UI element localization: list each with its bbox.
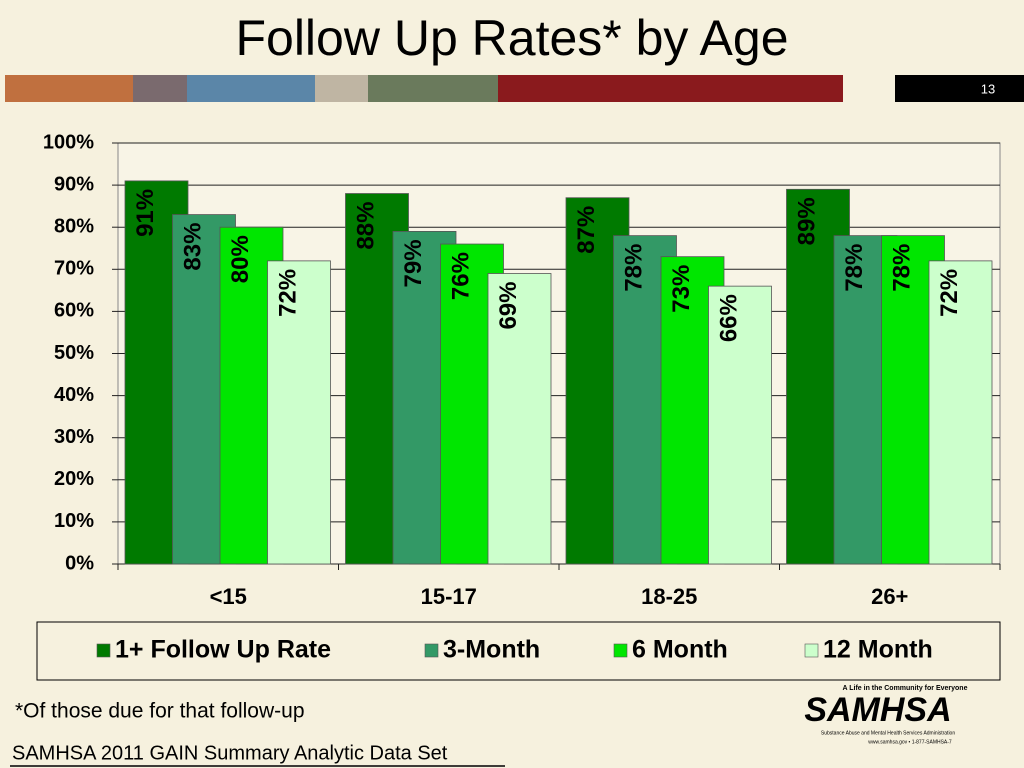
bar bbox=[928, 260, 993, 565]
value-label: 79% bbox=[400, 239, 427, 287]
legend-label: 6 Month bbox=[632, 636, 728, 664]
y-tick-label: 30% bbox=[54, 426, 94, 448]
value-label: 78% bbox=[888, 244, 915, 292]
y-tick-label: 40% bbox=[54, 384, 94, 406]
strip-segment bbox=[368, 75, 498, 102]
y-tick-label: 100% bbox=[43, 131, 94, 153]
legend-label: 1+ Follow Up Rate bbox=[115, 636, 331, 664]
y-tick-label: 50% bbox=[54, 342, 94, 364]
legend-label: 3-Month bbox=[443, 636, 540, 664]
value-label: 66% bbox=[715, 294, 742, 342]
y-tick-label: 70% bbox=[54, 258, 94, 280]
slide-title: Follow Up Rates* by Age bbox=[235, 10, 788, 66]
strip-segment bbox=[133, 75, 187, 102]
x-tick-label: 18-25 bbox=[641, 584, 697, 609]
strip-segment bbox=[498, 75, 843, 102]
value-label: 91% bbox=[132, 189, 159, 237]
logo-name: SAMHSA bbox=[804, 691, 951, 729]
strip-segment bbox=[895, 75, 1024, 102]
x-tick-label: 15-17 bbox=[421, 584, 477, 609]
bar bbox=[708, 285, 772, 565]
logo-tagline: A Life in the Community for Everyone bbox=[843, 685, 968, 692]
legend-box bbox=[36, 621, 1001, 681]
value-label: 83% bbox=[179, 223, 206, 271]
chart: 0% 10% 20% 30% 40% 50% 60% 70% 80% 90% 100% <15 91% 8… bbox=[43, 131, 1001, 664]
bar bbox=[487, 273, 552, 565]
logo-agency: Substance Abuse and Mental Health Servic… bbox=[821, 730, 955, 736]
bar bbox=[267, 260, 331, 565]
color-strip bbox=[5, 75, 1024, 102]
value-label: 89% bbox=[793, 197, 820, 245]
value-label: 80% bbox=[227, 235, 254, 283]
footnote: *Of those due for that follow-up bbox=[15, 700, 305, 723]
value-label: 69% bbox=[495, 282, 522, 330]
legend-marker bbox=[424, 643, 439, 658]
x-tick-label: <15 bbox=[210, 584, 247, 609]
y-tick-label: 60% bbox=[54, 300, 94, 322]
value-label: 87% bbox=[573, 206, 600, 254]
logo-contact: www.samhsa.gov • 1-877-SAMHSA-7 bbox=[868, 739, 952, 745]
y-tick-label: 0% bbox=[65, 552, 94, 574]
legend-marker bbox=[613, 643, 628, 658]
value-label: 76% bbox=[447, 252, 474, 300]
strip-segment bbox=[315, 75, 368, 102]
value-label: 78% bbox=[620, 244, 647, 292]
value-label: 72% bbox=[274, 269, 301, 317]
y-tick-label: 20% bbox=[54, 468, 94, 490]
x-tick-label: 26+ bbox=[871, 584, 908, 609]
strip-segment bbox=[187, 75, 315, 102]
slide-number: 13 bbox=[981, 81, 995, 96]
value-label: 88% bbox=[352, 202, 379, 250]
source: SAMHSA 2011 GAIN Summary Analytic Data S… bbox=[12, 742, 448, 764]
y-tick-label: 10% bbox=[54, 510, 94, 532]
legend-marker bbox=[96, 643, 111, 658]
legend-label: 12 Month bbox=[823, 636, 933, 664]
value-label: 73% bbox=[668, 265, 695, 313]
y-tick-label: 80% bbox=[54, 215, 94, 237]
legend-marker bbox=[804, 643, 819, 658]
strip-segment bbox=[5, 75, 133, 102]
value-label: 78% bbox=[841, 244, 868, 292]
logo: A Life in the Community for Everyone SAM… bbox=[804, 685, 967, 745]
value-label: 72% bbox=[936, 269, 963, 317]
y-tick-label: 90% bbox=[54, 173, 94, 195]
